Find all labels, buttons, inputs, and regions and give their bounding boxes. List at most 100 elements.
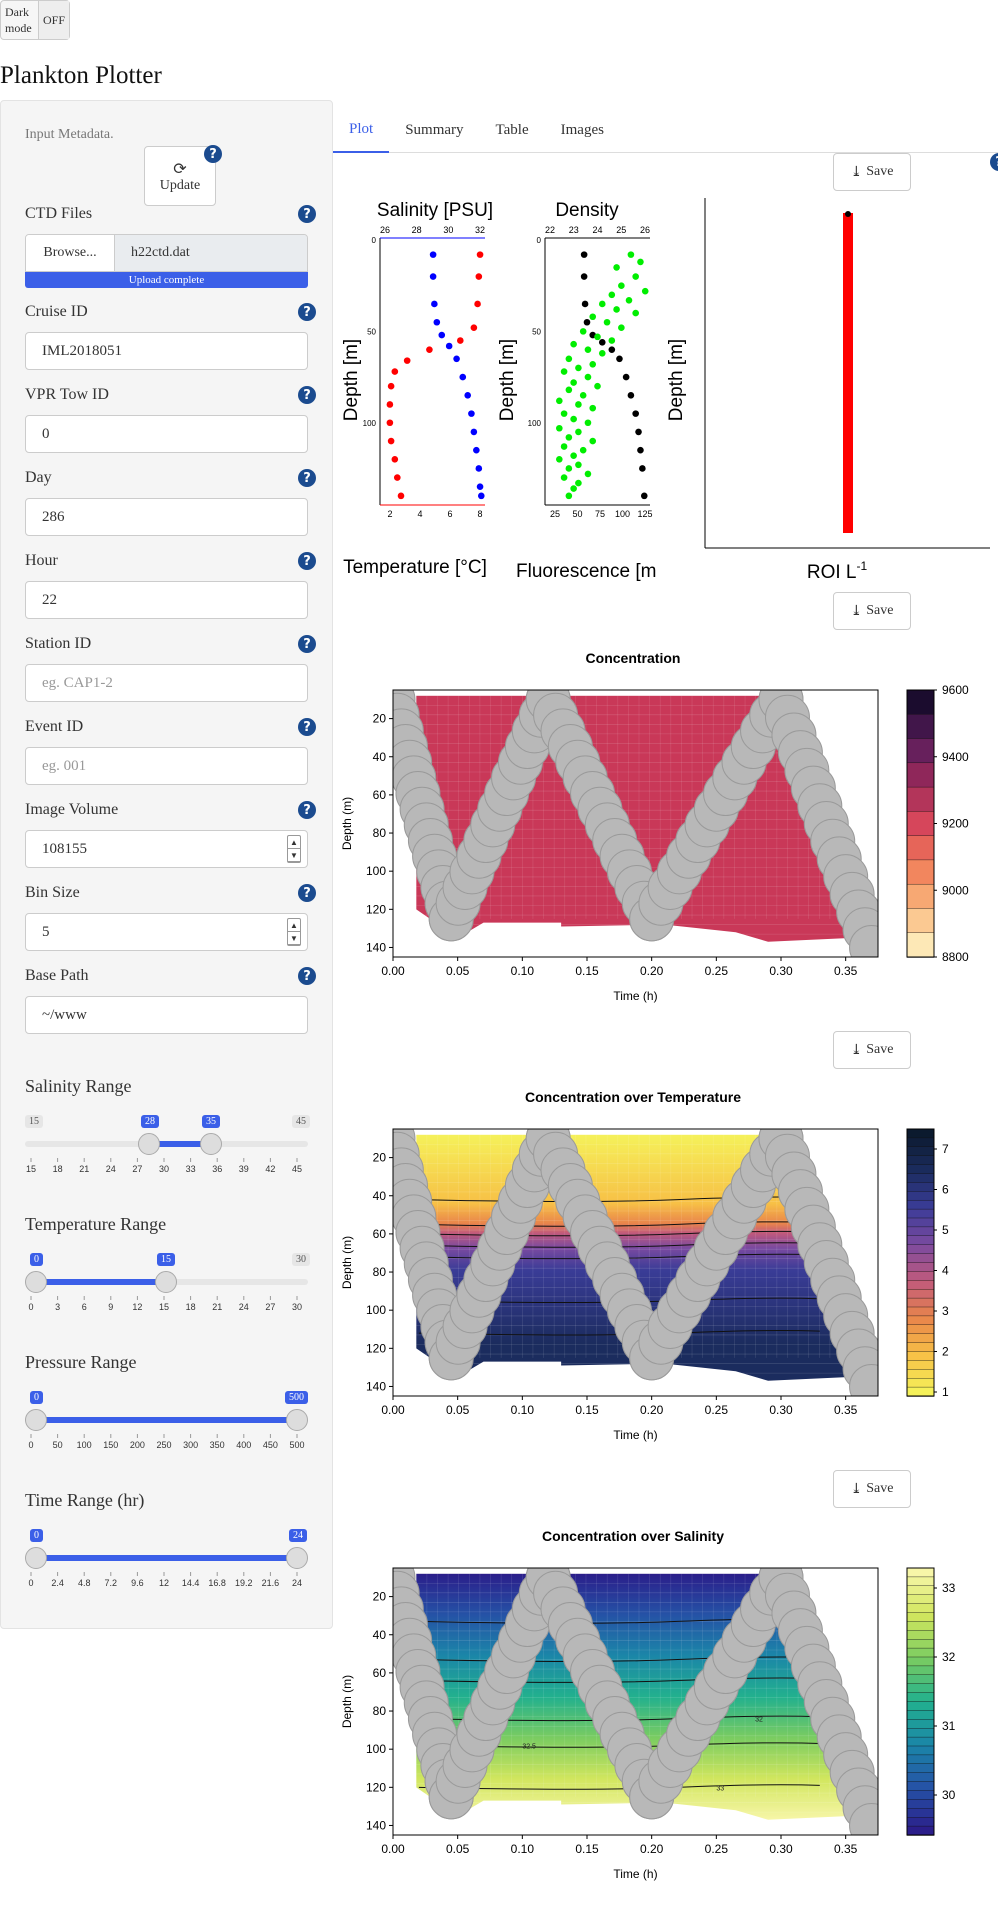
colorbar-cell — [906, 1155, 935, 1166]
hour-input[interactable]: 22 — [25, 581, 308, 619]
save-button[interactable]: ⤓ Save — [833, 1031, 911, 1069]
day-input[interactable]: 286 — [25, 498, 308, 536]
file-name: h22ctd.dat — [115, 235, 307, 271]
colorbar-tick-label: 9600 — [942, 683, 969, 697]
help-icon[interactable]: ? — [298, 552, 316, 570]
profile-point — [476, 483, 484, 491]
base-path-input[interactable]: ~/www — [25, 996, 308, 1034]
tab-table[interactable]: Table — [495, 122, 529, 138]
profile-point — [598, 300, 606, 308]
temperature-to-handle[interactable] — [155, 1271, 177, 1293]
help-icon[interactable]: ? — [298, 469, 316, 487]
colorbar-tick-label: 7 — [942, 1142, 949, 1156]
download-icon: ⤓ — [850, 164, 863, 180]
profile-point — [579, 392, 587, 399]
profile-point — [632, 309, 639, 317]
colorbar-tick-label: 3 — [942, 1304, 949, 1318]
bin-size-input[interactable]: 5 — [25, 913, 308, 951]
bin-size-value: 5 — [42, 923, 50, 940]
cruise-id-input[interactable]: IML2018051 — [25, 332, 308, 370]
profile-point — [459, 373, 467, 381]
colorbar-cell — [906, 1683, 935, 1694]
tab-plot[interactable]: Plot — [333, 108, 390, 153]
salinity-to-handle[interactable] — [200, 1133, 222, 1155]
colorbar-cell — [906, 1621, 935, 1632]
slider-tick-label: 24 — [106, 1164, 116, 1174]
ctd-file-input[interactable]: Browse... h22ctd.dat — [25, 234, 308, 272]
pressure-to-badge: 500 — [285, 1391, 308, 1404]
profile-bottom-tick: 100 — [615, 509, 630, 519]
profile-point — [579, 446, 587, 454]
colorbar-cell — [906, 1342, 935, 1353]
help-icon[interactable]: ? — [298, 967, 316, 985]
colorbar-cell — [906, 1182, 935, 1193]
profile-point — [625, 297, 633, 304]
day-label: Day — [25, 469, 52, 486]
browse-button[interactable]: Browse... — [26, 235, 115, 271]
roi-label-text: ROI L — [807, 562, 857, 583]
time-from-handle[interactable] — [25, 1547, 47, 1569]
profile-top-tick: 28 — [412, 225, 422, 235]
station-id-input[interactable]: eg. CAP1-2 — [25, 664, 308, 702]
bin-size-stepper[interactable]: ▲ ▼ — [287, 918, 301, 946]
slider-tick-label: 7.2 — [105, 1578, 118, 1588]
temperature-from-handle[interactable] — [25, 1271, 47, 1293]
colorbar-tick-label: 5 — [942, 1223, 949, 1237]
event-id-input[interactable]: eg. 001 — [25, 747, 308, 785]
colorbar-cell — [906, 1799, 935, 1809]
y-tick-label: 60 — [373, 788, 387, 802]
pressure-ticks: 0 50 100 150 200 250 300 350 400 450 500 — [25, 1434, 308, 1453]
tab-images[interactable]: Images — [560, 122, 604, 138]
tab-summary[interactable]: Summary — [405, 122, 464, 138]
contour-label: 33 — [716, 1785, 724, 1792]
stepper-up-icon[interactable]: ▲ — [288, 919, 300, 932]
colorbar-cell — [906, 1701, 935, 1712]
temperature-selected-range — [36, 1279, 166, 1285]
temperature-tick-marks: 0 3 6 9 12 15 18 21 24 27 30 — [28, 1296, 302, 1312]
tab-bar: Plot Summary Table Images — [333, 108, 998, 153]
help-icon[interactable]: ? — [298, 303, 316, 321]
save-button[interactable]: ⤓ Save — [833, 1470, 911, 1508]
salinity-from-handle[interactable] — [138, 1133, 160, 1155]
download-icon: ⤓ — [850, 1481, 863, 1497]
time-to-handle[interactable] — [286, 1547, 308, 1569]
stepper-down-icon[interactable]: ▼ — [288, 932, 300, 945]
depth-axis-label: Depth [m] — [341, 339, 362, 421]
image-volume-stepper[interactable]: ▲ ▼ — [287, 835, 301, 863]
pressure-from-handle[interactable] — [25, 1409, 47, 1431]
save-button[interactable]: ⤓ Save — [833, 592, 911, 630]
help-icon[interactable]: ? — [204, 145, 222, 163]
help-icon[interactable]: ? — [298, 884, 316, 902]
profile-point — [594, 333, 601, 341]
dark-mode-toggle[interactable]: Dark mode OFF — [0, 0, 70, 40]
y-tick-label: 60 — [373, 1227, 387, 1241]
save-button[interactable]: ⤓ Save — [833, 153, 911, 191]
vpr-tow-id-input[interactable]: 0 — [25, 415, 308, 453]
pressure-to-handle[interactable] — [286, 1409, 308, 1431]
help-icon[interactable]: ? — [298, 635, 316, 653]
stepper-down-icon[interactable]: ▼ — [288, 849, 300, 862]
help-icon[interactable]: ? — [990, 153, 998, 171]
x-tick-label: 0.35 — [834, 1842, 858, 1856]
contour-label: 32.5 — [522, 1743, 536, 1750]
help-icon[interactable]: ? — [298, 386, 316, 404]
slider-tick-label: 33 — [186, 1164, 196, 1174]
profile-point — [579, 328, 587, 335]
slider-tick-label: 36 — [212, 1164, 222, 1174]
help-icon[interactable]: ? — [298, 801, 316, 819]
help-icon[interactable]: ? — [298, 718, 316, 736]
y-tick-label: 80 — [373, 1704, 387, 1718]
x-tick-label: 0.25 — [705, 1403, 729, 1417]
salinity-min-badge: 15 — [25, 1115, 43, 1128]
colorbar-cell — [906, 1585, 935, 1596]
colorbar-cell — [906, 1719, 935, 1729]
profile-point — [565, 355, 573, 363]
image-volume-input[interactable]: 108155 — [25, 830, 308, 868]
colorbar-cell — [906, 1146, 935, 1157]
profile-point — [560, 368, 568, 375]
stepper-up-icon[interactable]: ▲ — [288, 836, 300, 849]
help-icon[interactable]: ? — [298, 205, 316, 223]
profile-bottom-tick: 8 — [477, 509, 482, 519]
colorbar-cell — [906, 1226, 935, 1237]
colorbar-cell — [906, 1315, 935, 1326]
